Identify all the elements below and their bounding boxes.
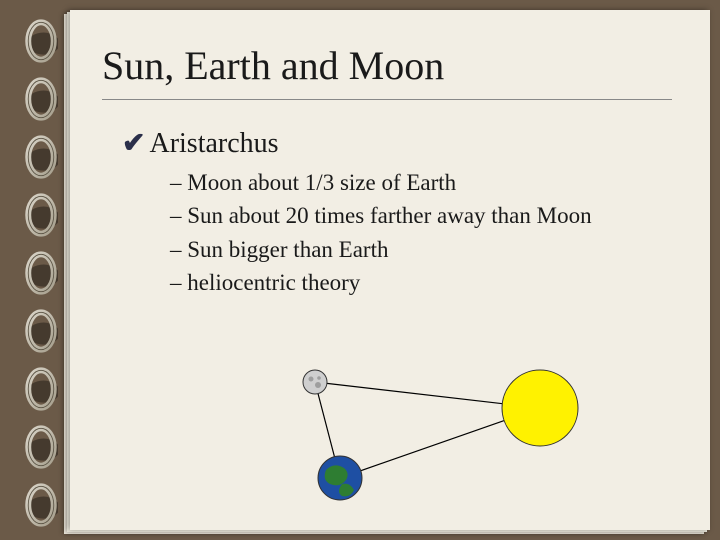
- sun-earth-moon-diagram: [240, 360, 580, 510]
- sub-bullet: – Moon about 1/3 size of Earth: [170, 166, 672, 199]
- sub-bullet: – Sun about 20 times farther away than M…: [170, 199, 672, 232]
- title-divider: [102, 99, 672, 100]
- binder-ring-icon: [24, 246, 58, 300]
- binder-ring-icon: [24, 130, 58, 184]
- bullet-aristarchus: ✔Aristarchus: [122, 126, 672, 160]
- binder-ring-icon: [24, 304, 58, 358]
- check-icon: ✔: [122, 128, 145, 159]
- moon-icon: [303, 370, 327, 394]
- slide-page: Sun, Earth and Moon ✔Aristarchus – Moon …: [70, 10, 710, 530]
- sub-bullet: – Sun bigger than Earth: [170, 233, 672, 266]
- binder-ring-icon: [24, 420, 58, 474]
- binder-ring-icon: [24, 362, 58, 416]
- sub-bullet-list: – Moon about 1/3 size of Earth – Sun abo…: [170, 166, 672, 299]
- binder-ring-icon: [24, 188, 58, 242]
- sub-bullet: – heliocentric theory: [170, 266, 672, 299]
- binder-ring-icon: [24, 14, 58, 68]
- binder-ring-icon: [24, 478, 58, 532]
- spiral-binder: [24, 0, 60, 540]
- slide-title: Sun, Earth and Moon: [102, 42, 672, 89]
- binder-ring-icon: [24, 72, 58, 126]
- earth-icon: [318, 456, 362, 500]
- bullet-label: Aristarchus: [149, 128, 278, 159]
- sun-icon: [502, 370, 578, 446]
